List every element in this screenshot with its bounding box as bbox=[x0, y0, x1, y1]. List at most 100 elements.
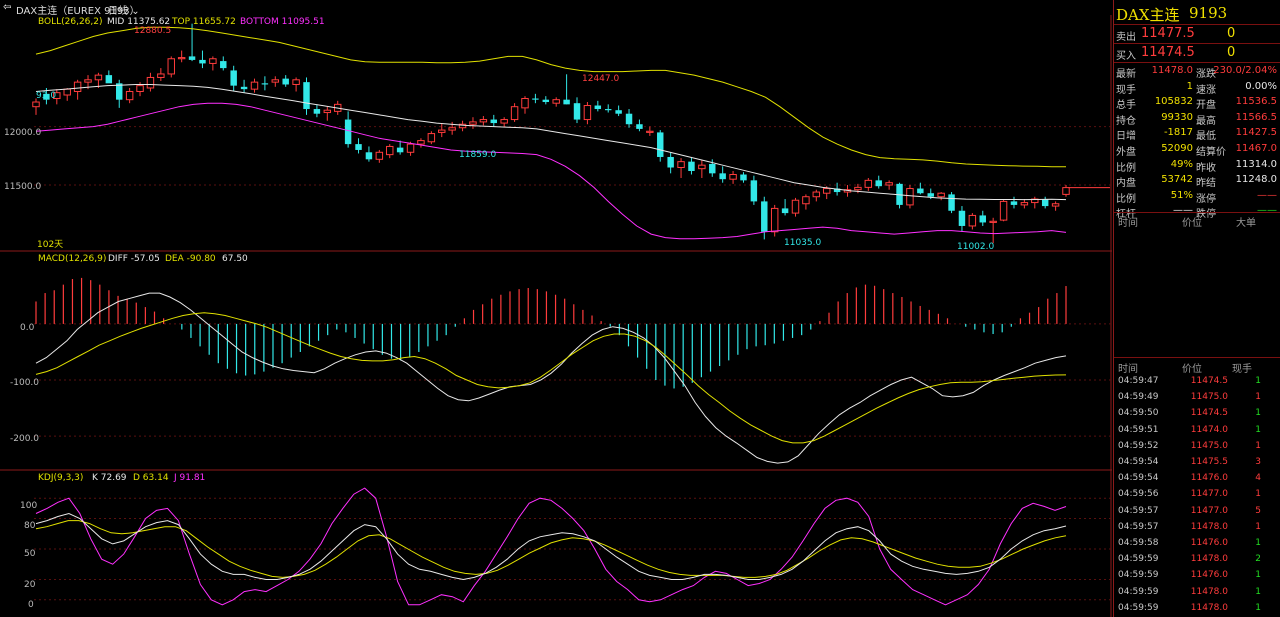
tick-time: 04:59:57 bbox=[1118, 521, 1159, 532]
stat-value: 11566.5 bbox=[1235, 111, 1277, 123]
tick-price: 11475.5 bbox=[1190, 457, 1228, 467]
sell-price: 11477.5 bbox=[1141, 26, 1195, 41]
tick-row[interactable]: 04:59:50 11474.5 1 bbox=[1114, 406, 1280, 422]
tick-row[interactable]: 04:59:51 11474.0 1 bbox=[1114, 423, 1280, 439]
tick-row[interactable]: 04:59:56 11477.0 1 bbox=[1114, 487, 1280, 503]
tick-time: 04:59:59 bbox=[1118, 602, 1159, 613]
tick-time: 04:59:54 bbox=[1118, 457, 1159, 467]
macd-dea-value: DEA -90.80 bbox=[165, 254, 216, 264]
kdj-d-line bbox=[35, 520, 1067, 578]
tick-price: 11476.0 bbox=[1190, 538, 1228, 548]
period-selector[interactable]: 日线 ⌄ bbox=[108, 2, 140, 17]
boll-top-value: TOP 11655.72 bbox=[171, 17, 236, 27]
tick-time: 04:59:56 bbox=[1118, 489, 1159, 500]
candle-body bbox=[240, 86, 248, 90]
candle-body bbox=[136, 85, 144, 92]
tick-row[interactable]: 04:59:59 11476.0 1 bbox=[1114, 568, 1280, 584]
candle-body bbox=[177, 57, 186, 60]
candle-body bbox=[709, 163, 716, 174]
col-time: 时间 bbox=[1118, 218, 1138, 229]
kdj-axis-label: 20 bbox=[24, 580, 36, 590]
candle-body bbox=[698, 164, 706, 170]
tick-price: 11477.0 bbox=[1190, 489, 1228, 500]
candle-body bbox=[116, 83, 123, 100]
ticks-header: 时间 价位 现手 bbox=[1114, 360, 1280, 377]
candle-body bbox=[230, 70, 237, 86]
tick-volume: 1 bbox=[1255, 538, 1261, 548]
stat-label: 杠杆 bbox=[1116, 209, 1136, 221]
stat-label: 最新 bbox=[1116, 69, 1136, 80]
tick-row[interactable]: 04:59:59 11478.0 1 bbox=[1114, 585, 1280, 601]
tick-volume: 4 bbox=[1255, 473, 1261, 484]
tick-row[interactable]: 04:59:54 11476.0 4 bbox=[1114, 471, 1280, 487]
tick-volume: 1 bbox=[1255, 376, 1261, 386]
candle-body bbox=[500, 119, 508, 124]
candle-body bbox=[303, 82, 310, 110]
stat-value: 53742 bbox=[1161, 174, 1193, 186]
stat-label: 现手 bbox=[1116, 84, 1136, 96]
kdj-k-value: K 72.69 bbox=[92, 473, 127, 483]
candle-body bbox=[125, 90, 134, 101]
candle-body bbox=[438, 129, 446, 133]
col-time: 时间 bbox=[1118, 364, 1138, 375]
sell-row: 卖出 11477.5 0 bbox=[1114, 25, 1280, 43]
stat-value: 52090 bbox=[1161, 143, 1193, 154]
kline-chart[interactable]: BOLL(26,26,2) MID 11375.62 TOP 11655.72 … bbox=[0, 15, 1112, 617]
tick-row[interactable]: 04:59:59 11478.0 2 bbox=[1114, 552, 1280, 568]
candle-body bbox=[791, 199, 800, 214]
stat-row: 持仓 99330 最高 11566.5 bbox=[1114, 111, 1280, 127]
stat-value: —— bbox=[1257, 205, 1277, 217]
candle-body bbox=[740, 174, 747, 181]
candle-body bbox=[427, 133, 436, 143]
tick-price: 11478.0 bbox=[1190, 602, 1228, 613]
tick-row[interactable]: 04:59:52 11475.0 1 bbox=[1114, 439, 1280, 455]
candle-body bbox=[365, 152, 373, 160]
candle-body bbox=[646, 130, 654, 133]
candle-body bbox=[864, 179, 873, 188]
sell-label: 卖出 bbox=[1116, 32, 1136, 43]
back-icon[interactable]: ⇦ bbox=[3, 2, 12, 13]
candle-body bbox=[885, 182, 893, 186]
tick-row[interactable]: 04:59:57 11478.0 1 bbox=[1114, 520, 1280, 536]
tick-volume: 3 bbox=[1255, 457, 1261, 467]
tick-price: 11474.5 bbox=[1190, 376, 1228, 386]
tick-price: 11474.0 bbox=[1190, 424, 1228, 435]
tick-row[interactable]: 04:59:57 11477.0 5 bbox=[1114, 504, 1280, 520]
candle-body bbox=[999, 200, 1008, 221]
tick-price: 11478.0 bbox=[1190, 521, 1228, 532]
candle-body bbox=[729, 174, 737, 180]
candle-body bbox=[157, 73, 165, 78]
tick-volume: 1 bbox=[1255, 489, 1261, 500]
stat-label: 外盘 bbox=[1116, 147, 1136, 158]
tick-time: 04:59:54 bbox=[1118, 473, 1159, 484]
macd-axis-label: -100.0 bbox=[10, 378, 39, 388]
stat-label: 跌停 bbox=[1196, 209, 1216, 221]
tick-row[interactable]: 04:59:49 11475.0 1 bbox=[1114, 390, 1280, 406]
candle-body bbox=[105, 75, 113, 84]
candle-body bbox=[667, 156, 674, 168]
stat-label: 比例 bbox=[1116, 193, 1136, 205]
stat-row: 总手 105832 开盘 11536.5 bbox=[1114, 95, 1280, 111]
stat-label: 结算价 bbox=[1196, 147, 1226, 158]
tick-row[interactable]: 04:59:54 11475.5 3 bbox=[1114, 455, 1280, 471]
stat-value: 1 bbox=[1186, 80, 1193, 92]
tick-row[interactable]: 04:59:59 11478.0 1 bbox=[1114, 601, 1280, 617]
tick-time: 04:59:59 bbox=[1118, 570, 1159, 581]
kdj-axis-label: 80 bbox=[24, 521, 36, 531]
candle-body bbox=[677, 161, 685, 168]
macd-dea-line bbox=[35, 312, 1067, 444]
tick-row[interactable]: 04:59:58 11476.0 1 bbox=[1114, 536, 1280, 552]
candle-body bbox=[73, 81, 82, 92]
stat-row: 最新 11478.0 涨跌 230.0/2.04% bbox=[1114, 64, 1280, 80]
kdj-j-value: J 91.81 bbox=[173, 473, 205, 483]
tick-row[interactable]: 04:59:47 11474.5 1 bbox=[1114, 374, 1280, 390]
candle-body bbox=[84, 79, 92, 83]
stat-label: 昨收 bbox=[1196, 162, 1216, 174]
candle-body bbox=[812, 191, 821, 198]
stat-label: 比例 bbox=[1116, 162, 1136, 174]
col-big-order: 大单 bbox=[1236, 218, 1256, 229]
price-low-annotation: 11002.0 bbox=[957, 242, 994, 252]
candle-body bbox=[271, 79, 280, 83]
stat-row: 外盘 52090 结算价 11467.0 bbox=[1114, 142, 1280, 158]
tick-volume: 1 bbox=[1255, 521, 1261, 532]
